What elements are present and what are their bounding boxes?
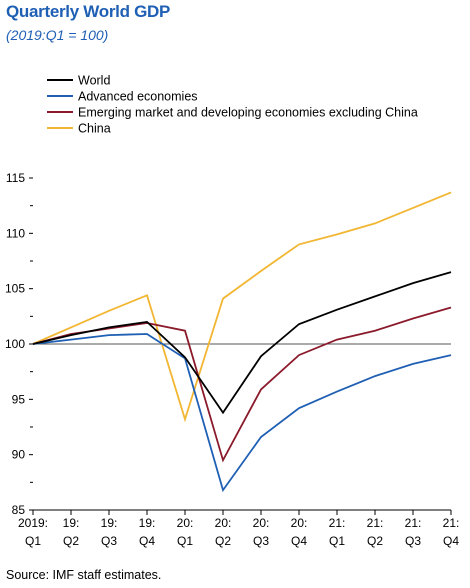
x-axis: 2019: Q1 19: Q2 19: Q3 19: Q4 20: Q1 20: Q2 20: Q3 20:… bbox=[18, 509, 460, 548]
x-tick-label-year: 21: bbox=[329, 516, 346, 530]
legend-label-1: Advanced economies bbox=[78, 90, 198, 104]
legend-label-2: Emerging market and developing economies… bbox=[78, 106, 418, 120]
x-tick-label-year: 21: bbox=[367, 516, 384, 530]
x-tick-label-year: 20: bbox=[291, 516, 308, 530]
x-tick-label-quarter: Q2 bbox=[215, 534, 231, 548]
x-tick-label-year: 20: bbox=[253, 516, 270, 530]
series-china-line bbox=[32, 191, 452, 423]
x-tick-label-quarter: Q4 bbox=[139, 534, 155, 548]
series-world-line bbox=[32, 271, 452, 415]
chart-title: Quarterly World GDP bbox=[6, 2, 171, 21]
chart-subtitle: (2019:Q1 = 100) bbox=[6, 27, 109, 43]
x-tick-label-year: 19: bbox=[139, 516, 156, 530]
y-tick-label-115: 115 bbox=[6, 171, 25, 185]
legend: World Advanced economies Emerging market a… bbox=[47, 74, 418, 136]
y-tick-label-100: 100 bbox=[5, 337, 25, 351]
x-tick-label-year: 21: bbox=[443, 516, 460, 530]
y-tick-label-105: 105 bbox=[5, 282, 25, 296]
x-tick-label-quarter: Q3 bbox=[101, 534, 117, 548]
series-lines bbox=[32, 191, 452, 493]
x-tick-label-year: 20: bbox=[177, 516, 194, 530]
x-tick-label-year: 2019: bbox=[18, 516, 48, 530]
x-tick-label-quarter: Q3 bbox=[253, 534, 269, 548]
y-tick-label-95: 95 bbox=[12, 392, 26, 406]
legend-label-0: World bbox=[78, 74, 110, 88]
series-advanced-economies-line bbox=[32, 333, 452, 493]
y-tick-label-90: 90 bbox=[12, 448, 26, 462]
source-note: Source: IMF staff estimates. bbox=[6, 568, 162, 582]
x-tick-label-quarter: Q2 bbox=[367, 534, 383, 548]
x-tick-label-year: 20: bbox=[215, 516, 232, 530]
y-tick-label-110: 110 bbox=[6, 226, 25, 240]
y-axis: 85 90 95 100 105 110 115 bbox=[5, 171, 33, 517]
x-tick-label-year: 19: bbox=[101, 516, 118, 530]
x-tick-label-quarter: Q1 bbox=[177, 534, 193, 548]
x-tick-label-quarter: Q2 bbox=[63, 534, 79, 548]
x-tick-label-quarter: Q1 bbox=[25, 534, 41, 548]
x-tick-label-year: 19: bbox=[63, 516, 80, 530]
legend-label-3: China bbox=[78, 122, 111, 136]
x-tick-label-quarter: Q1 bbox=[329, 534, 345, 548]
x-tick-label-quarter: Q4 bbox=[443, 534, 459, 548]
x-tick-label-year: 21: bbox=[405, 516, 422, 530]
x-tick-label-quarter: Q3 bbox=[405, 534, 421, 548]
y-tick-label-85: 85 bbox=[12, 503, 26, 517]
x-tick-label-quarter: Q4 bbox=[291, 534, 307, 548]
